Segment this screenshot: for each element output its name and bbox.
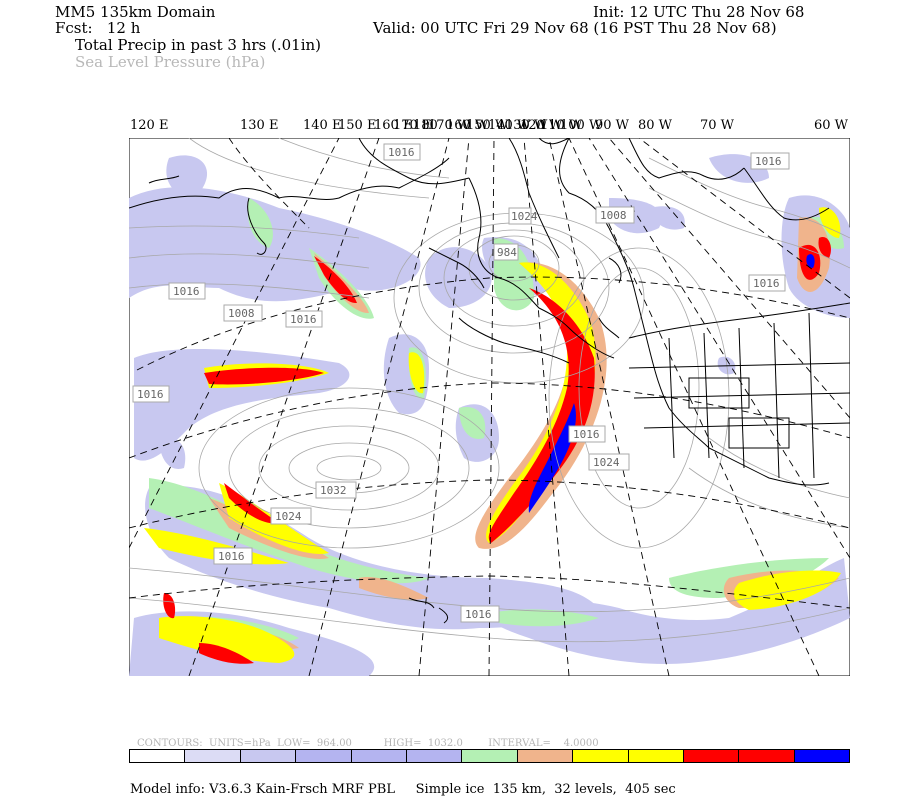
lon-label: 70 W: [700, 118, 735, 133]
legend-swatch: [573, 750, 629, 762]
legend-swatch: [739, 750, 795, 762]
lon-label: 160 W: [446, 118, 489, 133]
isobar-label: 1024: [511, 210, 538, 223]
isobar-label: 1016: [388, 146, 415, 159]
lon-label: 140 E: [303, 118, 342, 133]
lon-label: 110 W: [540, 118, 583, 133]
lon-label: 150 W: [466, 118, 509, 133]
legend-swatch: [296, 750, 352, 762]
isobar-label: 1016: [755, 155, 782, 168]
init-time: Init: 12 UTC Thu 28 Nov 68: [593, 3, 805, 21]
lon-label: 130 E: [240, 118, 279, 133]
precip-color-legend: [129, 749, 850, 763]
political-boundaries: [628, 302, 850, 479]
slp-field-title: Sea Level Pressure (hPa): [75, 53, 266, 71]
domain-title: MM5 135km Domain: [55, 3, 216, 21]
legend-swatch: [185, 750, 241, 762]
isobar-label: 1016: [173, 285, 200, 298]
isobar-label: 1016: [218, 550, 245, 563]
isobar-label: 1016: [573, 428, 600, 441]
forecast-hour: Fcst: 12 h: [55, 19, 141, 37]
legend-swatch: [240, 750, 297, 762]
lon-label: 140 W: [488, 118, 531, 133]
lon-label: 100 W: [560, 118, 603, 133]
model-info: Model info: V3.6.3 Kain-Frsch MRF PBL Si…: [130, 782, 676, 797]
lon-label: 120 W: [520, 118, 563, 133]
isobar-label: 1016: [465, 608, 492, 621]
precip-blue: [528, 254, 815, 513]
isobar-label: 984: [497, 246, 517, 259]
precip-field-title: Total Precip in past 3 hrs (.01in): [75, 36, 322, 54]
isobar-labels: 1016 1008 1016 984 1024 1016 1008 1016 1…: [132, 143, 790, 623]
lon-label: 170 W: [428, 118, 471, 133]
lon-label: 180: [413, 118, 438, 133]
weather-map: 1016 1008 1016 984 1024 1016 1008 1016 1…: [129, 138, 850, 676]
legend-swatch: [351, 750, 407, 762]
legend-swatch: [794, 750, 850, 762]
isobar-label: 1016: [137, 388, 164, 401]
isobar-label: 1016: [290, 313, 317, 326]
lon-label: 150 E: [338, 118, 377, 133]
isobar-label: 1032: [320, 484, 347, 497]
isobar-label: 1008: [600, 209, 627, 222]
lon-label: 80 W: [638, 118, 673, 133]
isobar-label: 1024: [593, 456, 620, 469]
isobar-label: 1024: [275, 510, 302, 523]
valid-time: Valid: 00 UTC Fri 29 Nov 68 (16 PST Thu …: [373, 19, 777, 37]
isobar-label: 1016: [753, 277, 780, 290]
legend-swatch: [462, 750, 518, 762]
legend-swatch: [683, 750, 740, 762]
legend-swatch: [406, 750, 463, 762]
legend-swatch: [628, 750, 684, 762]
lon-label: 170 E: [393, 118, 432, 133]
isobar-label: 1008: [228, 307, 255, 320]
lon-label: 120 E: [130, 118, 169, 133]
lon-label: 90 W: [595, 118, 630, 133]
legend-swatch: [517, 750, 574, 762]
lon-label: 60 W: [814, 118, 849, 133]
lon-label: 130 W: [505, 118, 548, 133]
legend-swatch: [130, 750, 186, 762]
contour-info: CONTOURS: UNITS=hPa LOW= 964.00 HIGH= 10…: [137, 738, 599, 749]
lon-label: 160 E: [374, 118, 413, 133]
